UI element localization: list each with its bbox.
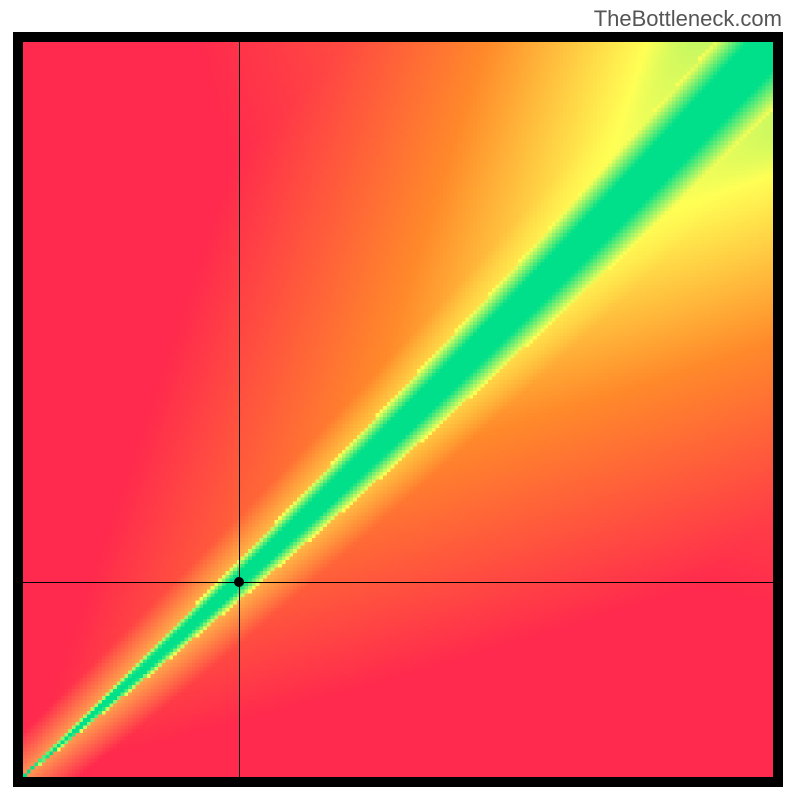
- crosshair-vertical: [239, 42, 240, 777]
- crosshair-horizontal: [23, 582, 773, 583]
- crosshair-marker: [234, 577, 244, 587]
- bottleneck-heatmap: [23, 42, 773, 777]
- watermark-text: TheBottleneck.com: [594, 6, 782, 32]
